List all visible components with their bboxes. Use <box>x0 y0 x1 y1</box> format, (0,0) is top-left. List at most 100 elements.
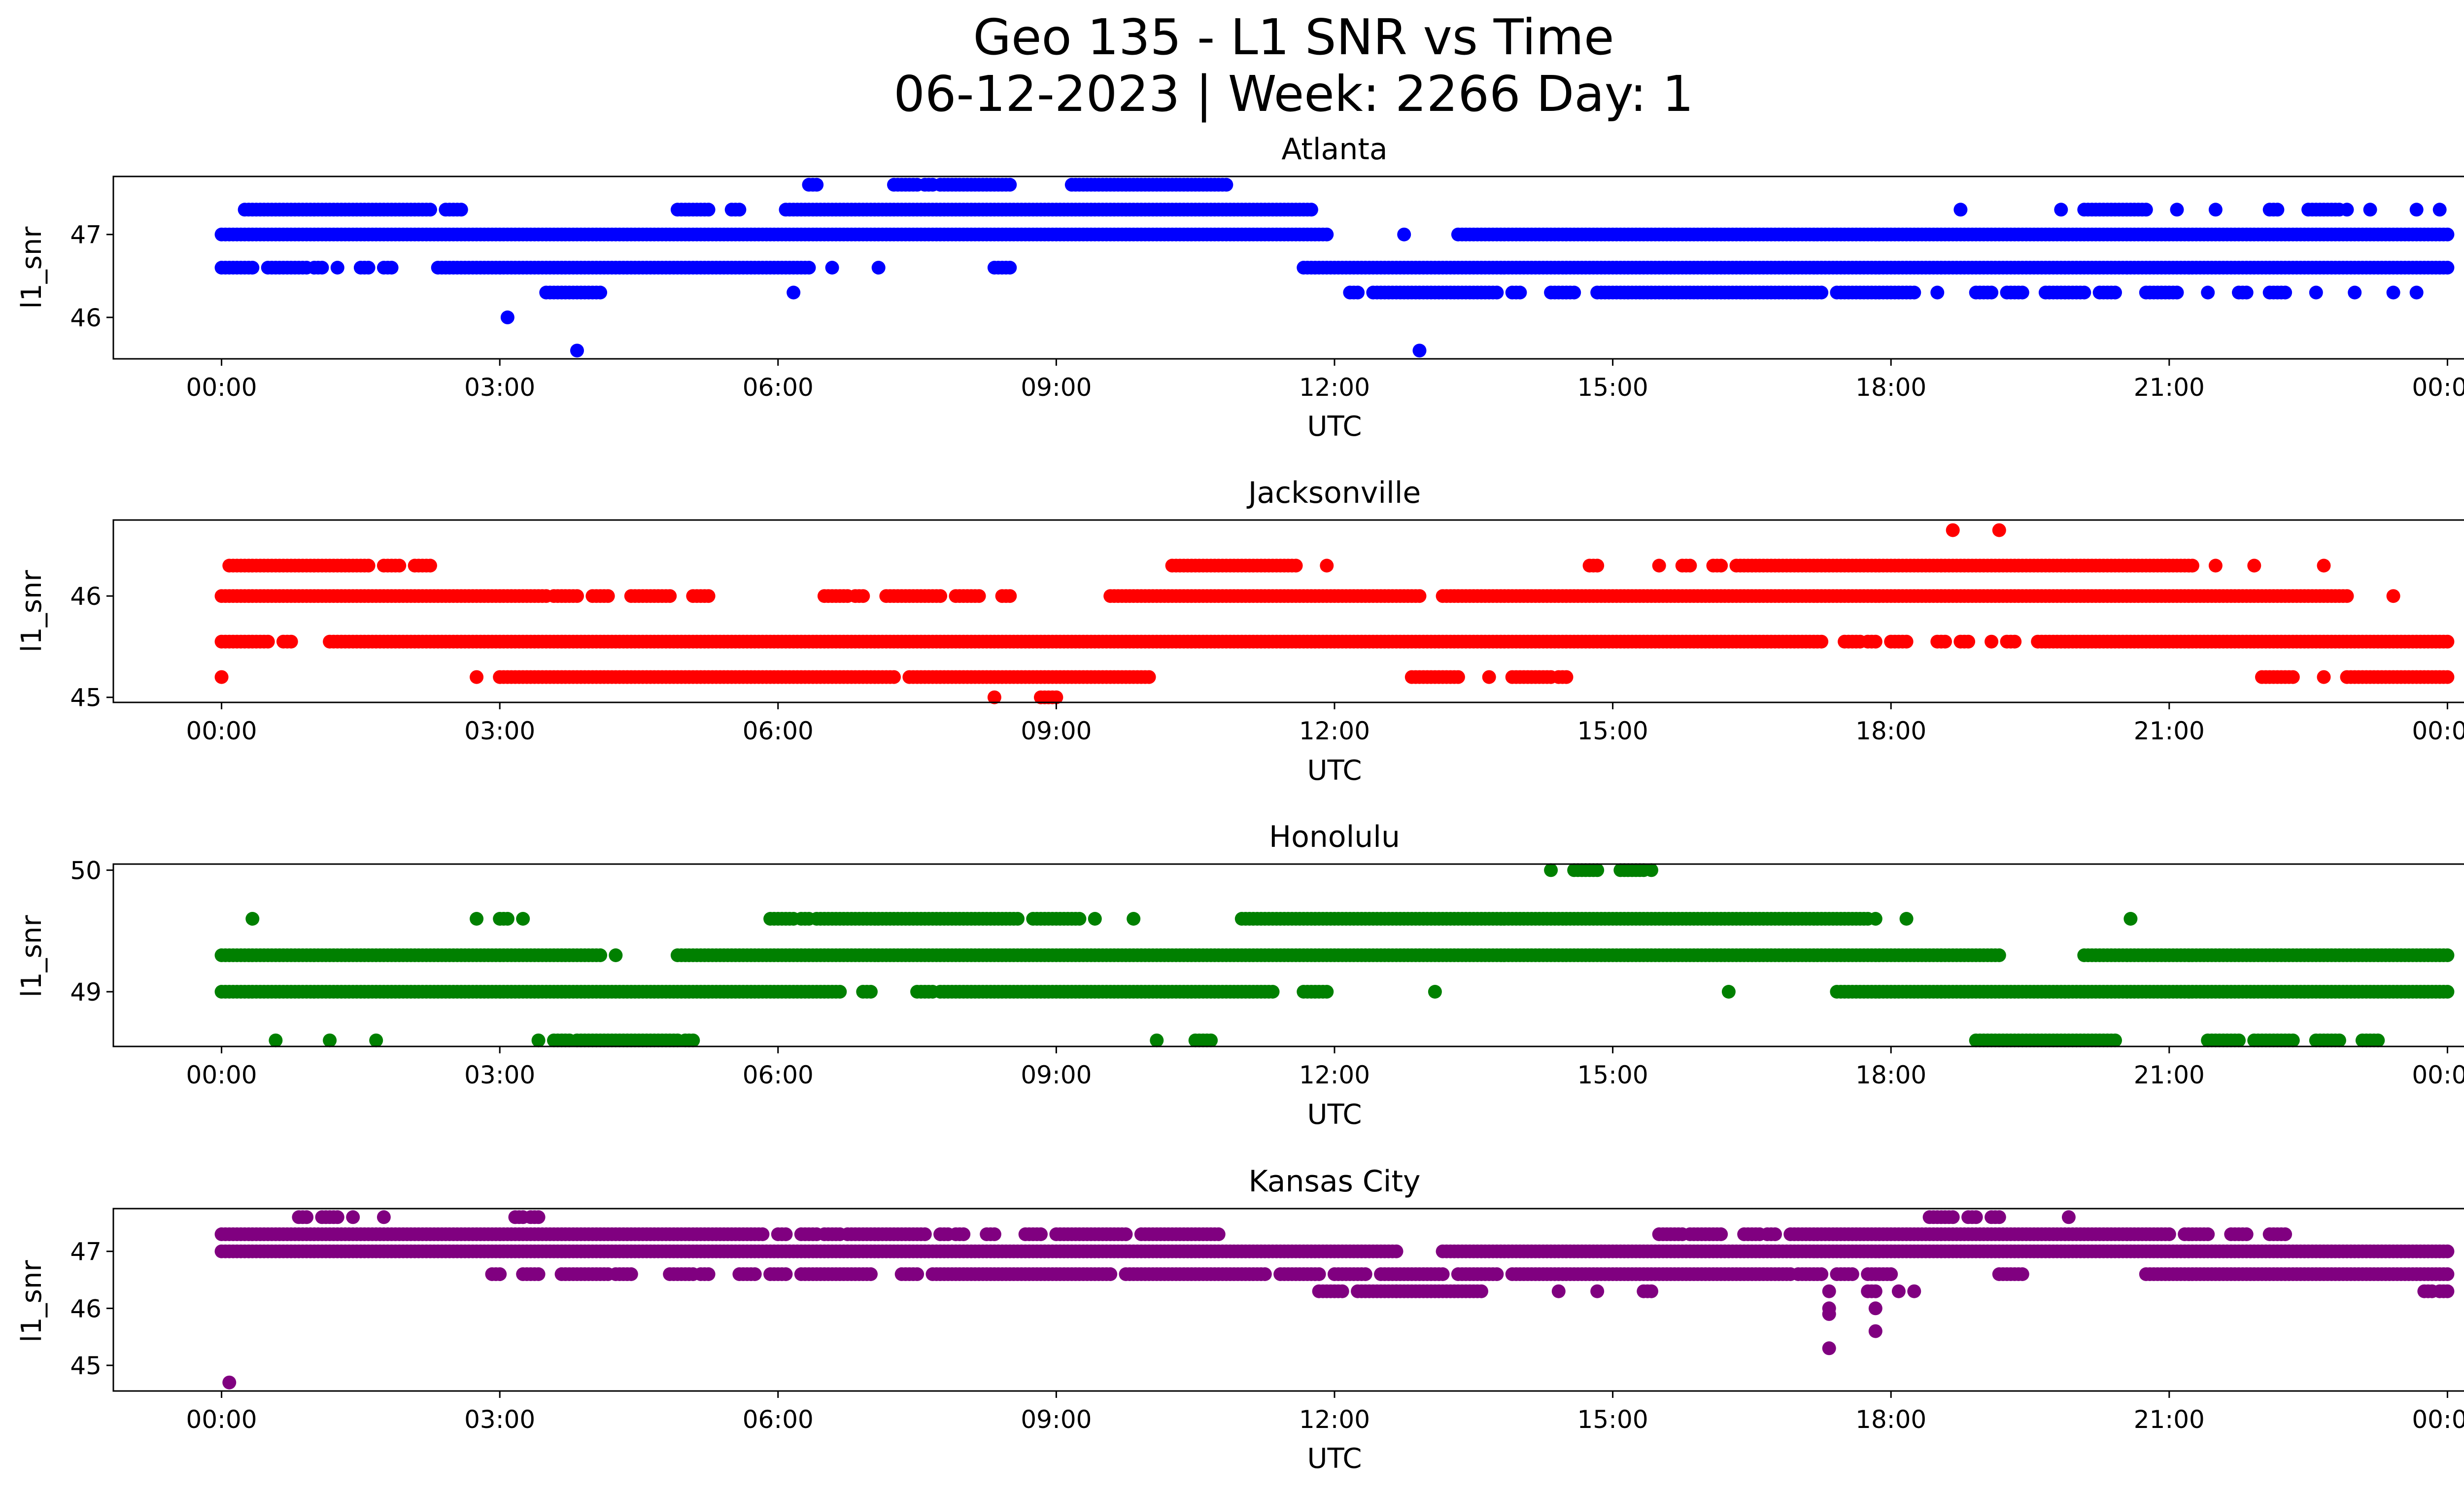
data-point <box>454 203 468 217</box>
data-point <box>933 589 948 603</box>
data-point <box>1768 1227 1782 1241</box>
data-point <box>1351 285 1365 300</box>
data-point <box>2309 285 2323 300</box>
data-point <box>2386 285 2400 300</box>
data-point <box>2239 1227 2254 1241</box>
data-point <box>856 589 870 603</box>
panel-title: Jacksonville <box>1246 476 1421 510</box>
data-point <box>2409 203 2424 217</box>
x-axis-label: UTC <box>1307 411 1362 443</box>
x-tick-label: 00:00 <box>2412 717 2464 745</box>
figure-title-line2: 06-12-2023 | Week: 2266 Day: 1 <box>893 65 1693 123</box>
data-point <box>810 177 824 192</box>
data-point <box>1868 634 1882 649</box>
x-axis-label: UTC <box>1307 1099 1362 1131</box>
x-tick-label: 03:00 <box>464 1061 535 1089</box>
data-point <box>755 1227 770 1241</box>
data-point <box>1320 558 1334 573</box>
data-point <box>1992 1210 2006 1224</box>
data-point <box>2317 670 2331 684</box>
data-point <box>1211 1227 1226 1241</box>
data-point <box>2123 912 2138 926</box>
data-point <box>423 203 437 217</box>
x-tick-label: 00:00 <box>186 1061 257 1089</box>
scatter-series <box>214 177 2455 358</box>
data-point <box>1559 670 1574 684</box>
data-point <box>601 589 615 603</box>
data-point <box>361 261 376 275</box>
data-point <box>1088 912 1102 926</box>
data-point <box>2054 203 2068 217</box>
data-point <box>1451 670 1465 684</box>
data-point <box>779 1227 793 1241</box>
data-point <box>2440 670 2455 684</box>
data-point <box>1266 985 1280 999</box>
panel-title: Honolulu <box>1269 820 1400 854</box>
x-tick-label: 18:00 <box>1855 373 1926 402</box>
data-point <box>1985 285 1999 300</box>
data-point <box>1490 285 1504 300</box>
y-axis-label: l1_snr <box>16 570 48 653</box>
data-point <box>2440 985 2455 999</box>
data-point <box>2286 670 2300 684</box>
data-point <box>686 1033 700 1047</box>
data-point <box>593 948 608 962</box>
data-point <box>787 285 801 300</box>
data-point <box>2270 203 2285 217</box>
y-tick-label: 46 <box>70 582 102 611</box>
x-tick-label: 21:00 <box>2134 717 2205 745</box>
data-point <box>1946 523 1960 537</box>
data-point <box>1397 227 1411 242</box>
data-point <box>2340 203 2354 217</box>
x-tick-label: 03:00 <box>464 717 535 745</box>
data-point <box>1219 177 1233 192</box>
x-tick-label: 15:00 <box>1577 1061 1648 1089</box>
data-point <box>1150 1033 1164 1047</box>
data-point <box>2061 1210 2076 1224</box>
data-point <box>245 261 260 275</box>
data-point <box>1011 912 1025 926</box>
data-point <box>1304 203 1318 217</box>
data-point <box>2432 203 2447 217</box>
data-point <box>570 344 584 358</box>
data-point <box>2232 1033 2246 1047</box>
x-tick-label: 06:00 <box>743 1061 814 1089</box>
data-point <box>1930 285 1945 300</box>
data-point <box>1969 1210 1983 1224</box>
data-point <box>1590 863 1605 877</box>
x-tick-label: 09:00 <box>1021 373 1092 402</box>
figure-title-line1: Geo 135 - L1 SNR vs Time <box>973 8 1614 66</box>
data-point <box>987 1227 1001 1241</box>
data-point <box>1946 1210 1960 1224</box>
data-point <box>384 261 399 275</box>
data-point <box>323 1033 337 1047</box>
data-point <box>2278 285 2293 300</box>
data-point <box>531 1033 546 1047</box>
data-point <box>392 558 407 573</box>
x-tick-label: 15:00 <box>1577 373 1648 402</box>
data-point <box>2247 558 2261 573</box>
data-point <box>2386 589 2400 603</box>
data-point <box>2371 1033 2385 1047</box>
data-point <box>2185 558 2199 573</box>
data-point <box>369 1033 383 1047</box>
data-point <box>1544 863 1558 877</box>
data-point <box>214 670 229 684</box>
data-point <box>1003 177 1017 192</box>
x-tick-label: 09:00 <box>1021 1061 1092 1089</box>
data-point <box>2409 285 2424 300</box>
data-point <box>701 203 716 217</box>
data-point <box>2440 261 2455 275</box>
data-point <box>330 261 344 275</box>
data-point <box>423 558 437 573</box>
data-point <box>2201 1227 2215 1241</box>
data-point <box>1652 558 1666 573</box>
data-point <box>1721 985 1736 999</box>
data-point <box>1072 912 1087 926</box>
data-point <box>1714 1227 1728 1241</box>
data-point <box>887 670 901 684</box>
y-tick-label: 47 <box>70 221 102 249</box>
data-point <box>1938 634 1952 649</box>
data-point <box>1034 1227 1048 1241</box>
data-point <box>2162 1227 2176 1241</box>
